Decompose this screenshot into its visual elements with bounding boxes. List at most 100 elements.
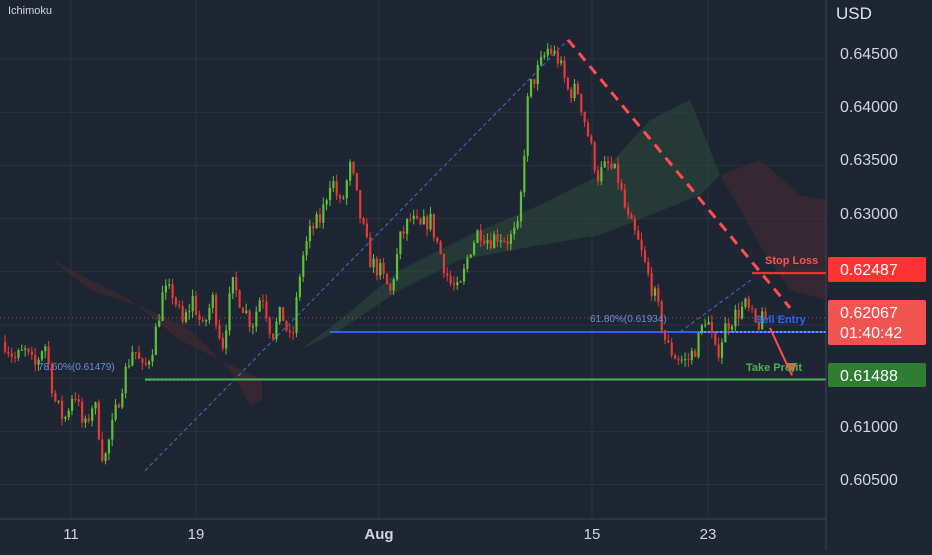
candle-body	[409, 219, 412, 221]
candle-body	[288, 330, 291, 333]
candle-body	[101, 439, 104, 461]
target-arrow	[769, 327, 793, 376]
candle-body	[560, 60, 563, 64]
candle-body	[181, 306, 184, 322]
candle-body	[630, 214, 633, 220]
candle-body	[583, 112, 586, 123]
candle-body	[248, 310, 251, 327]
current-price-tag	[828, 300, 926, 345]
candle-body	[188, 311, 191, 313]
candle-body	[700, 325, 703, 333]
candle-body	[81, 401, 84, 423]
candle-body	[161, 292, 164, 321]
candle-body	[741, 306, 744, 319]
annotation-labels: Stop Loss Sell Entry Take Profit 61.80%(…	[38, 255, 818, 374]
candle-body	[275, 321, 278, 339]
candle-body	[77, 399, 80, 402]
candle-body	[124, 366, 127, 394]
candle-body	[282, 307, 285, 322]
candle-body	[516, 221, 519, 228]
candle-body	[747, 298, 750, 308]
candle-body	[174, 297, 178, 305]
stop-loss-price: 0.62487	[840, 262, 898, 279]
candle-body	[349, 161, 352, 181]
candle-body	[84, 418, 87, 423]
candle-body	[218, 325, 221, 339]
candle-body	[650, 273, 653, 296]
candle-body	[526, 96, 529, 156]
fib-618-label: 61.80%(0.61934)	[590, 314, 667, 325]
candle-body	[704, 324, 707, 326]
candle-body	[724, 323, 727, 343]
candle-body	[680, 359, 683, 361]
candle-body	[131, 352, 134, 366]
candle-body	[483, 240, 486, 244]
candle-body	[355, 172, 358, 191]
fib-786-label: 78.60%(0.61479)	[38, 362, 115, 373]
time-axis[interactable]: 11 19 Aug 15 23	[0, 518, 826, 543]
candle-body	[111, 419, 114, 440]
candle-body	[643, 250, 647, 262]
take-profit-price-tag	[828, 363, 926, 387]
candle-body	[245, 310, 248, 314]
candle-body	[369, 237, 372, 268]
candle-body	[613, 163, 616, 169]
candle-body	[184, 312, 188, 322]
candle-body	[395, 254, 399, 280]
candle-body	[127, 365, 131, 367]
candle-body	[328, 187, 332, 201]
ichimoku-cloud	[0, 100, 826, 405]
candle-body	[473, 242, 476, 255]
candle-body	[449, 275, 452, 284]
candle-body	[97, 402, 100, 440]
candle-body	[178, 304, 181, 307]
candle-body	[255, 311, 258, 327]
candle-body	[372, 258, 375, 268]
candle-body	[727, 323, 730, 330]
sell-entry-annotation: Sell Entry	[755, 314, 807, 326]
indicator-legend[interactable]: Ichimoku	[8, 5, 53, 17]
candle-body	[429, 214, 432, 230]
candle-body	[365, 223, 368, 238]
candle-body	[205, 320, 208, 322]
candle-body	[590, 136, 593, 143]
candle-body	[737, 309, 740, 319]
candle-body	[238, 290, 241, 308]
candle-body	[570, 89, 573, 99]
candle-body	[620, 182, 623, 190]
candle-body	[462, 268, 466, 282]
candle-body	[674, 355, 677, 359]
fib-swing-line	[679, 278, 753, 333]
candle-body	[318, 214, 322, 223]
candle-body	[168, 284, 171, 286]
candle-body	[456, 282, 459, 286]
candle-body	[439, 241, 442, 254]
candle-body	[67, 410, 70, 418]
candle-body	[191, 295, 194, 312]
candle-body	[610, 163, 613, 169]
candle-body	[553, 51, 556, 54]
candle-body	[44, 346, 47, 352]
candle-body	[208, 307, 211, 321]
candle-body	[657, 288, 660, 302]
candle-body	[295, 297, 298, 333]
trend-projection	[566, 38, 797, 376]
candle-body	[14, 356, 17, 359]
candle-body	[677, 358, 680, 361]
stop-loss-annotation: Stop Loss	[765, 255, 818, 267]
candle-body	[419, 218, 422, 225]
candle-body	[107, 439, 111, 454]
candle-body	[241, 307, 245, 314]
candle-body	[258, 300, 261, 312]
candle-body	[734, 309, 737, 327]
candle-body	[663, 330, 667, 341]
candle-body	[302, 255, 305, 277]
price-axis[interactable]: 0.64500 0.64000 0.63500 0.63000 0.61000 …	[825, 0, 926, 550]
candle-body	[509, 234, 513, 244]
candle-body	[298, 276, 301, 298]
x-tick-label: 19	[188, 526, 205, 543]
candle-body	[57, 400, 60, 402]
candle-body	[382, 262, 385, 274]
candle-body	[20, 349, 23, 351]
